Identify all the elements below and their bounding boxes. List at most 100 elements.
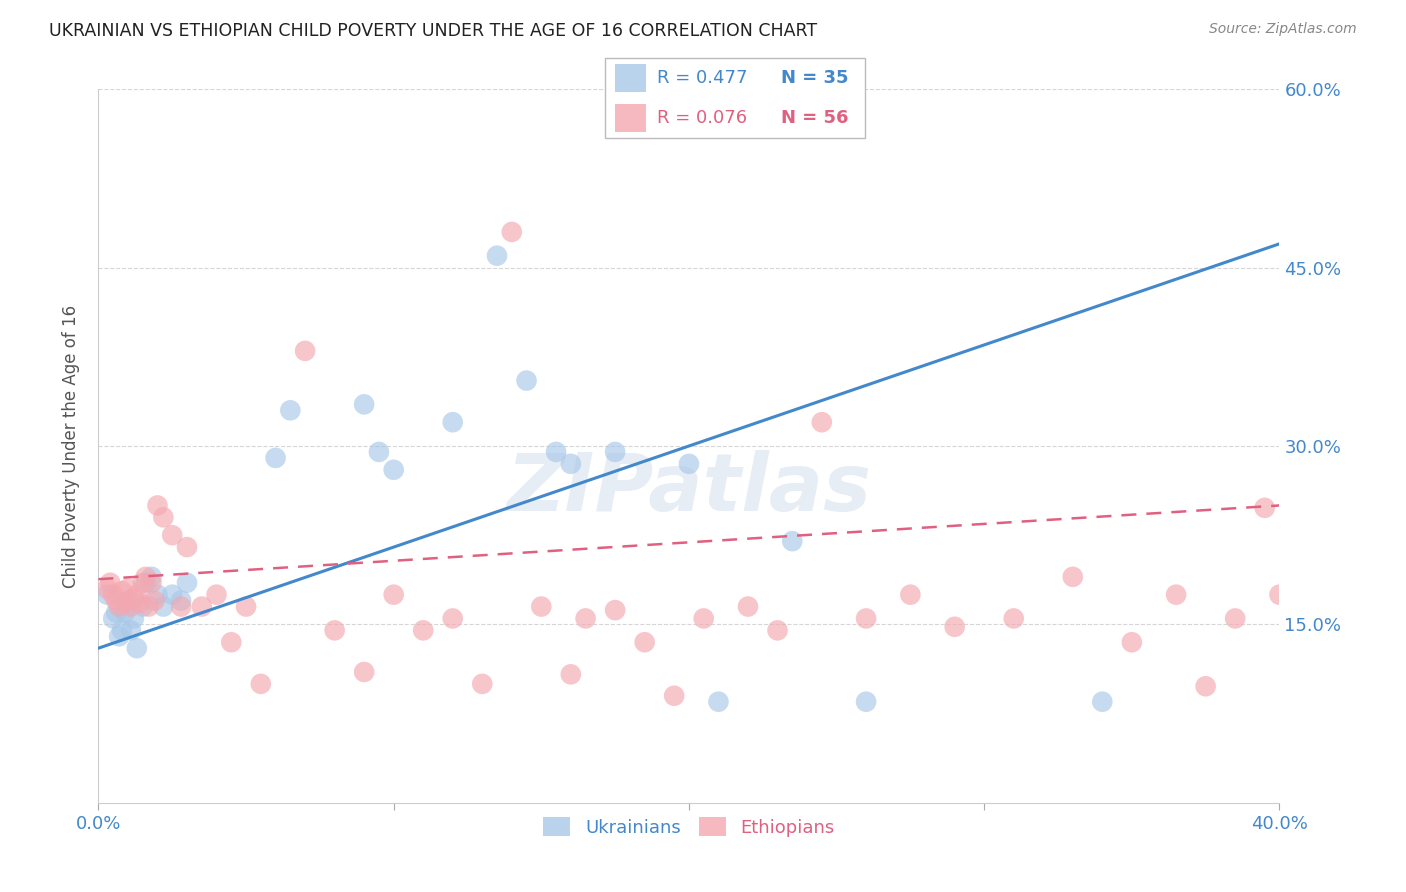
- Point: [103, 588, 125, 602]
- Point: [560, 457, 582, 471]
- FancyBboxPatch shape: [614, 103, 647, 132]
- Point: [221, 635, 243, 649]
- Point: [1091, 695, 1114, 709]
- Point: [103, 611, 125, 625]
- Point: [105, 606, 128, 620]
- Legend: Ukrainians, Ethiopians: Ukrainians, Ethiopians: [536, 810, 842, 844]
- Point: [280, 403, 302, 417]
- Point: [176, 575, 198, 590]
- Point: [368, 445, 391, 459]
- Point: [664, 689, 686, 703]
- Point: [117, 593, 139, 607]
- Y-axis label: Child Poverty Under the Age of 16: Child Poverty Under the Age of 16: [62, 304, 80, 588]
- Point: [117, 582, 139, 596]
- Point: [1121, 635, 1143, 649]
- Point: [132, 599, 155, 614]
- Point: [766, 624, 789, 638]
- Point: [108, 599, 131, 614]
- Text: R = 0.076: R = 0.076: [657, 109, 747, 127]
- Text: Source: ZipAtlas.com: Source: ZipAtlas.com: [1209, 22, 1357, 37]
- Point: [737, 599, 759, 614]
- Point: [516, 374, 538, 388]
- Point: [471, 677, 494, 691]
- Text: R = 0.477: R = 0.477: [657, 69, 747, 87]
- Point: [96, 582, 118, 596]
- Point: [125, 588, 148, 602]
- Point: [560, 667, 582, 681]
- Point: [546, 445, 568, 459]
- Point: [782, 534, 804, 549]
- Point: [605, 603, 627, 617]
- Point: [98, 575, 121, 590]
- Point: [111, 584, 134, 599]
- Point: [114, 596, 136, 610]
- Point: [575, 611, 598, 625]
- Point: [191, 599, 214, 614]
- Point: [162, 528, 183, 542]
- FancyBboxPatch shape: [605, 58, 865, 138]
- Point: [114, 606, 136, 620]
- Point: [1002, 611, 1025, 625]
- Point: [143, 593, 166, 607]
- Point: [382, 588, 405, 602]
- Point: [120, 599, 142, 614]
- Point: [1225, 611, 1247, 625]
- Point: [235, 599, 257, 614]
- Point: [1268, 588, 1291, 602]
- Point: [1062, 570, 1084, 584]
- Point: [943, 620, 966, 634]
- Point: [120, 624, 142, 638]
- Text: N = 56: N = 56: [782, 109, 849, 127]
- Point: [111, 624, 134, 638]
- Point: [135, 570, 157, 584]
- Point: [530, 599, 553, 614]
- Point: [501, 225, 523, 239]
- Point: [250, 677, 273, 691]
- Point: [128, 596, 150, 610]
- Point: [122, 591, 145, 606]
- Point: [132, 575, 155, 590]
- Point: [900, 588, 922, 602]
- Text: N = 35: N = 35: [782, 69, 849, 87]
- Point: [105, 593, 128, 607]
- Point: [810, 415, 832, 429]
- Point: [141, 575, 163, 590]
- Point: [162, 588, 183, 602]
- Point: [1195, 679, 1218, 693]
- Point: [294, 343, 316, 358]
- Point: [122, 611, 145, 625]
- Point: [382, 463, 405, 477]
- Point: [176, 540, 198, 554]
- Text: UKRAINIAN VS ETHIOPIAN CHILD POVERTY UNDER THE AGE OF 16 CORRELATION CHART: UKRAINIAN VS ETHIOPIAN CHILD POVERTY UND…: [49, 22, 817, 40]
- Point: [96, 588, 118, 602]
- Point: [135, 575, 157, 590]
- Point: [707, 695, 730, 709]
- Point: [441, 415, 464, 429]
- Point: [205, 588, 228, 602]
- Point: [693, 611, 716, 625]
- Point: [1166, 588, 1188, 602]
- Point: [605, 445, 627, 459]
- FancyBboxPatch shape: [614, 63, 647, 92]
- Point: [138, 599, 160, 614]
- Point: [125, 641, 148, 656]
- Point: [634, 635, 657, 649]
- Text: ZIPatlas: ZIPatlas: [506, 450, 872, 528]
- Point: [108, 629, 131, 643]
- Point: [141, 570, 163, 584]
- Point: [323, 624, 346, 638]
- Point: [170, 599, 193, 614]
- Point: [353, 397, 375, 411]
- Point: [170, 593, 193, 607]
- Point: [441, 611, 464, 625]
- Point: [146, 588, 169, 602]
- Point: [152, 510, 174, 524]
- Point: [1254, 500, 1277, 515]
- Point: [146, 499, 169, 513]
- Point: [264, 450, 287, 465]
- Point: [486, 249, 509, 263]
- Point: [855, 695, 877, 709]
- Point: [678, 457, 700, 471]
- Point: [353, 665, 375, 679]
- Point: [855, 611, 877, 625]
